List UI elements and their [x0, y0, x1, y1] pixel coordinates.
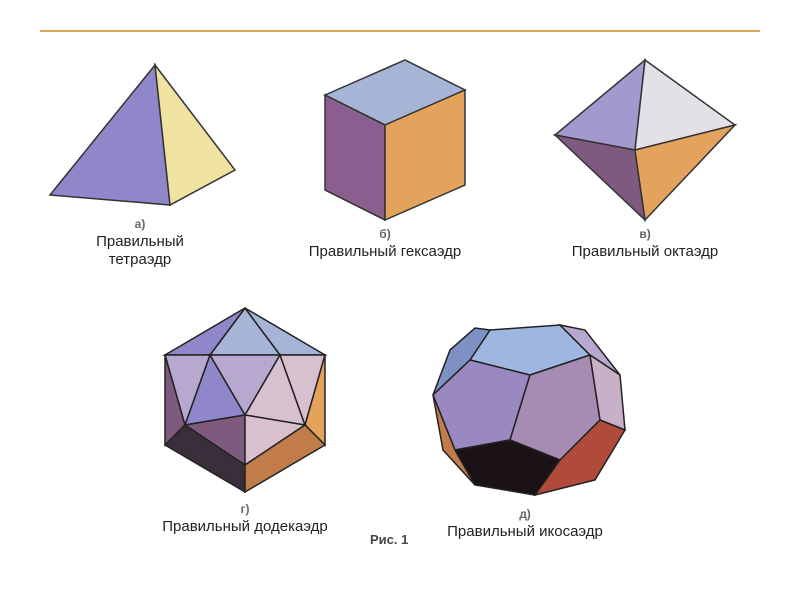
hexa-caption: Правильный гексаэдр — [275, 243, 495, 260]
dodecahedron-svg — [415, 300, 635, 505]
icosahedron-svg — [140, 300, 350, 500]
dodecahedron-item: д) Правильный икосаэдр — [405, 300, 645, 540]
tetra-face1 — [50, 65, 170, 205]
tetra-caption: Правильный тетраэдр — [30, 233, 250, 269]
top-rule — [40, 30, 760, 32]
tetra-letter: а) — [30, 217, 250, 231]
icosa-letter: г) — [130, 502, 360, 516]
octahedron-item: в) Правильный октаэдр — [535, 55, 755, 260]
tetrahedron-svg — [40, 55, 240, 215]
octa-caption: Правильный октаэдр — [535, 243, 755, 260]
hexahedron-svg — [285, 50, 485, 225]
hexahedron-item: б) Правильный гексаэдр — [275, 50, 495, 260]
icosahedron-item: г) Правильный додекаэдр — [130, 300, 360, 536]
figure-caption: Рис. 1 — [370, 532, 408, 547]
octa-f1 — [555, 60, 645, 150]
tetrahedron-item: а) Правильный тетраэдр — [30, 55, 250, 269]
hexa-letter: б) — [275, 227, 495, 241]
icosa-caption: Правильный додекаэдр — [130, 518, 360, 536]
dodeca-letter: д) — [405, 507, 645, 521]
dodeca-caption: Правильный икосаэдр — [405, 523, 645, 540]
octahedron-svg — [540, 55, 750, 225]
tetra-face2 — [155, 65, 235, 205]
octa-letter: в) — [535, 227, 755, 241]
